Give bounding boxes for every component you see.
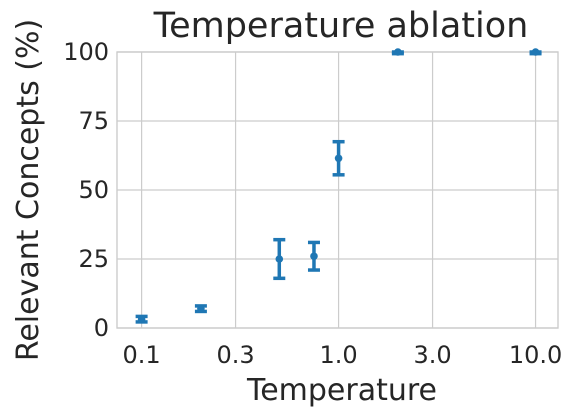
data-point [307, 240, 320, 272]
point-marker [137, 315, 146, 323]
x-axis-label: Temperature [246, 373, 437, 408]
point-marker [334, 154, 343, 163]
x-tick-label: 3.0 [413, 341, 451, 369]
y-tick-label: 25 [78, 245, 109, 273]
y-tick-label: 75 [78, 107, 109, 135]
data-point [332, 139, 345, 177]
data-point [391, 48, 404, 56]
x-tick-label: 10.0 [509, 341, 562, 369]
point-marker [394, 48, 402, 56]
grid [117, 51, 558, 329]
y-tick-label: 50 [78, 176, 109, 204]
y-axis-label: Relevant Concepts (%) [11, 19, 46, 361]
data-series [135, 48, 542, 324]
point-marker [531, 48, 540, 56]
y-tick-label: 0 [94, 314, 109, 342]
data-point [194, 304, 207, 314]
plot-frame [116, 51, 559, 329]
data-point [273, 237, 286, 281]
x-tick-label: 0.3 [217, 341, 255, 369]
data-point [529, 48, 542, 56]
data-point [135, 314, 148, 324]
y-tick-label: 100 [63, 38, 109, 66]
tick-labels: 0.1 0.3 1.0 3.0 10.0 0 25 50 75 100 [63, 38, 562, 369]
chart-title: Temperature ablation [153, 6, 529, 46]
x-tick-label: 0.1 [123, 341, 161, 369]
point-marker [310, 252, 318, 261]
point-marker [275, 255, 284, 263]
x-tick-label: 1.0 [319, 341, 357, 369]
point-marker [197, 304, 205, 313]
